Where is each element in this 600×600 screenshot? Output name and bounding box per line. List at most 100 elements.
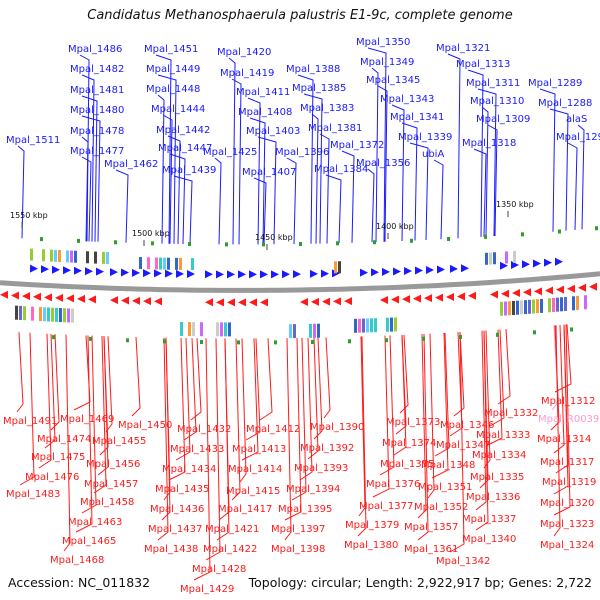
gene-label: Mpal_1412 — [246, 424, 300, 435]
gene-label: Mpal_1421 — [205, 524, 259, 535]
feature-block — [338, 261, 341, 274]
green-marker — [188, 242, 191, 247]
leader-line — [417, 333, 429, 541]
leader-line — [231, 338, 241, 501]
gene-label: Mpal_1384 — [314, 164, 368, 175]
reverse-gene-arrow — [0, 290, 8, 299]
leader-line — [489, 329, 505, 427]
feature-block — [55, 307, 58, 322]
green-marker — [237, 340, 240, 345]
leader-line — [239, 338, 247, 483]
leader-line — [245, 338, 261, 441]
gene-label: Mpal_1457 — [84, 479, 138, 490]
forward-gene-arrow — [500, 261, 508, 270]
leader-line — [157, 94, 165, 244]
green-marker — [447, 236, 450, 241]
forward-gene-arrow — [461, 264, 469, 273]
gene-label: Mpal_1332 — [484, 408, 538, 419]
reverse-gene-arrow — [333, 297, 341, 306]
leader-line — [205, 338, 221, 561]
gene-label: Mpal_1341 — [390, 112, 444, 123]
leader-line — [299, 337, 313, 481]
gene-label: Mpal_1356 — [356, 158, 410, 169]
gene-label: Mpal_1395 — [278, 504, 332, 515]
topology-summary: Topology: circular; Length: 2,922,917 bp… — [248, 575, 592, 590]
gene-label: Mpal_1442 — [156, 125, 210, 136]
leader-line — [371, 67, 379, 243]
reverse-gene-arrow — [33, 292, 41, 301]
gene-label: Mpal_1415 — [226, 486, 280, 497]
forward-gene-arrow — [52, 265, 60, 274]
scale-label: 1350 kbp — [496, 200, 534, 209]
leader-line — [97, 336, 109, 476]
gene-label: Mpal_1411 — [236, 87, 290, 98]
forward-gene-arrow — [260, 270, 268, 279]
gene-label: Mpal_1474 — [37, 434, 91, 445]
leader-line — [417, 334, 427, 519]
gene-label: Mpal_1334 — [472, 450, 526, 461]
reverse-gene-arrow — [143, 297, 151, 306]
feature-block — [313, 323, 316, 338]
gene-label: Mpal_1313 — [456, 59, 510, 70]
reverse-gene-arrow — [66, 294, 74, 303]
leader-line — [358, 336, 366, 517]
reverse-gene-arrow — [88, 295, 96, 304]
gene-label: Mpal_1318 — [462, 138, 516, 149]
reverse-gene-arrow — [391, 295, 399, 304]
leader-line — [577, 124, 585, 230]
feature-block — [19, 305, 22, 320]
gene-label: Mpal_1491 — [3, 416, 57, 427]
feature-block — [191, 258, 194, 271]
leader-line — [483, 330, 491, 469]
gene-label: Mpal_1396 — [275, 147, 329, 158]
leader-line — [259, 338, 273, 421]
gene-label: Mpal_1398 — [271, 544, 325, 555]
reverse-gene-arrow — [22, 292, 30, 301]
feature-block — [309, 323, 312, 338]
forward-gene-arrow — [544, 258, 552, 267]
feature-block — [102, 251, 105, 264]
gene-label: Mpal_1349 — [360, 57, 414, 68]
gene-label: Mpal_1439 — [162, 165, 216, 176]
leader-line — [303, 93, 323, 244]
feature-block — [66, 250, 69, 263]
green-marker — [336, 241, 339, 246]
forward-gene-arrow — [511, 261, 519, 270]
gene-label: Mpal_1477 — [70, 146, 124, 157]
feature-block — [42, 249, 45, 262]
forward-gene-arrow — [271, 270, 279, 279]
reverse-gene-arrow — [468, 291, 476, 300]
feature-block — [576, 295, 579, 310]
gene-label: Mpal_1388 — [286, 64, 340, 75]
gene-label: Mpal_1437 — [148, 524, 202, 535]
gene-label: Mpal_1480 — [70, 105, 124, 116]
feature-block — [216, 322, 219, 337]
green-marker — [533, 330, 536, 335]
leader-line — [173, 175, 193, 245]
feature-block — [289, 324, 292, 339]
gene-label: Mpal_1413 — [232, 444, 286, 455]
green-marker — [484, 234, 487, 239]
forward-gene-arrow — [238, 270, 246, 279]
green-marker — [262, 242, 265, 247]
leader-line — [214, 157, 222, 245]
forward-gene-arrow — [41, 265, 49, 274]
green-marker — [89, 336, 92, 341]
gene-label: Mpal_1333 — [476, 430, 530, 441]
feature-block — [516, 300, 519, 315]
feature-block — [536, 299, 539, 314]
gene-label: Mpal_1403 — [246, 126, 300, 137]
gene-label: Mpal_1385 — [292, 83, 346, 94]
reverse-gene-arrow — [589, 282, 597, 291]
forward-gene-arrow — [85, 267, 93, 276]
leader-line — [193, 338, 211, 581]
leader-line — [467, 69, 484, 237]
leader-line — [434, 332, 450, 457]
green-marker — [521, 232, 524, 237]
gene-label: Mpal_1462 — [104, 159, 158, 170]
gene-label: Mpal_1346 — [440, 420, 494, 431]
gene-label: Mpal_1468 — [50, 555, 104, 566]
green-marker — [299, 242, 302, 247]
leader-line — [81, 95, 98, 242]
feature-block — [513, 250, 516, 263]
